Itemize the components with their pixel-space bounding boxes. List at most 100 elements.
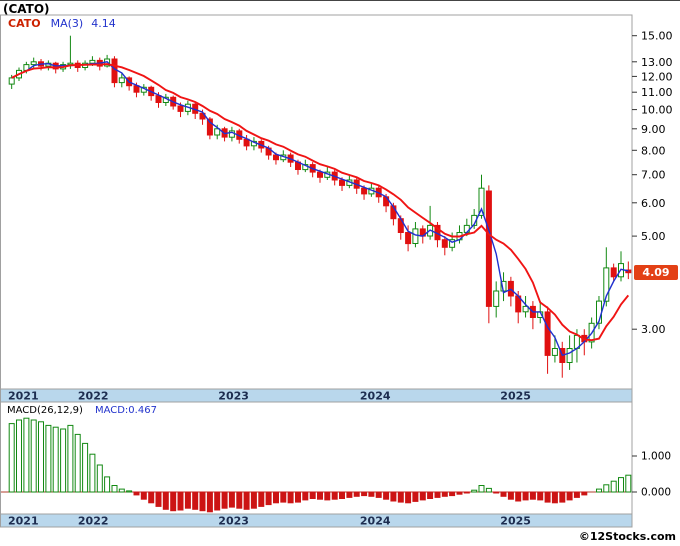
macd-bar [456,491,463,495]
macd-bar [471,489,478,493]
macd-bar [324,491,331,501]
price-tick-label: 8.00 [641,144,666,157]
macd-bar [383,491,390,500]
macd-bar [309,491,316,499]
page-title: (CATO) [3,2,50,16]
candle-body [155,95,162,103]
ma-label: MA(3) [50,17,84,30]
macd-tick-label: 1.000 [641,451,671,463]
price-tick-label: 11.00 [641,86,673,99]
macd-bar [60,428,67,493]
macd-bar [206,491,213,513]
year-label: 2024 [360,515,391,528]
macd-bar [573,491,580,498]
macd-axis: 1.000 0.000 [632,451,671,499]
macd-tick-label: 0.000 [641,487,671,499]
candle-body [177,105,184,112]
macd-bar [236,491,243,509]
macd-bar [427,491,434,499]
price-tick-label: 12.00 [641,70,673,83]
macd-bar [265,491,272,506]
macd-bar [67,424,74,493]
candle-body [441,239,448,248]
price-legend: CATO MA(3) 4.14 [8,17,116,30]
candle-body [89,59,96,64]
macd-bar [551,491,558,504]
macd-bar [302,491,309,501]
year-label: 2025 [500,390,531,403]
macd-bar [485,487,492,493]
macd-bar [441,491,448,497]
macd-bar [339,491,345,499]
macd-bar [500,491,507,497]
macd-bar [155,491,162,507]
macd-bar [295,491,301,503]
macd-bar [177,491,184,511]
macd-bar [397,491,404,503]
macd-bar [618,477,624,493]
macd-bar [559,491,566,503]
candle-body [8,77,15,85]
macd-bar [82,442,89,493]
price-tick-label: 7.00 [641,169,666,182]
macd-bar [133,491,140,496]
macd-bar [331,491,338,500]
macd-bar [228,491,235,508]
macd-bar [30,419,37,493]
macd-bar [243,491,250,510]
candle-body [339,179,345,186]
macd-bar [74,433,81,493]
macd-legend: MACD(26,12,9) MACD:0.467 [7,405,157,416]
macd-bar [405,491,412,504]
macd-bar [104,476,111,493]
macd-bar [317,491,323,500]
macd-bar [603,484,610,493]
macd-bar [96,464,103,493]
macd-bar [8,423,15,493]
candle-body [485,190,492,307]
price-tick-label: 15.00 [641,30,673,43]
year-label: 2025 [500,515,531,528]
price-tick-label: 5.00 [641,230,666,243]
macd-bar [581,491,588,496]
macd-bar [45,424,52,493]
macd-bar [361,491,368,497]
year-label: 2022 [78,390,109,403]
macd-value-label: MACD:0.467 [94,405,157,416]
macd-bar [368,491,375,497]
candle-body [118,77,125,84]
candle-body [317,171,323,178]
macd-bar [287,491,294,504]
candle-body [214,128,221,136]
macd-bar [52,426,59,493]
macd-bar [184,491,191,509]
year-label: 2021 [8,390,39,403]
macd-bar [412,491,419,502]
macd-bar [507,491,514,500]
macd-bar [192,491,199,510]
macd-bar [111,485,118,493]
macd-bar [221,491,228,509]
price-tick-label: 6.00 [641,197,666,210]
candle-body [625,269,632,274]
ma-slow-line [11,63,630,342]
candle-body [603,267,610,302]
macd-bar [478,485,485,493]
macd-bar [353,491,360,497]
candle-body [551,348,558,356]
watermark-credit: ©12Stocks.com [578,530,676,543]
macd-bar [214,491,221,511]
macd-bar [537,491,544,501]
macd-bar [610,480,617,493]
macd-bar [258,491,265,507]
macd-bars-group [1,417,632,513]
candle-body [478,187,485,216]
macd-bar [375,491,382,498]
macd-bar [199,491,206,512]
macd-bar [16,419,22,493]
macd-bar [529,491,536,500]
macd-bar [280,491,287,503]
macd-bar [515,491,522,502]
